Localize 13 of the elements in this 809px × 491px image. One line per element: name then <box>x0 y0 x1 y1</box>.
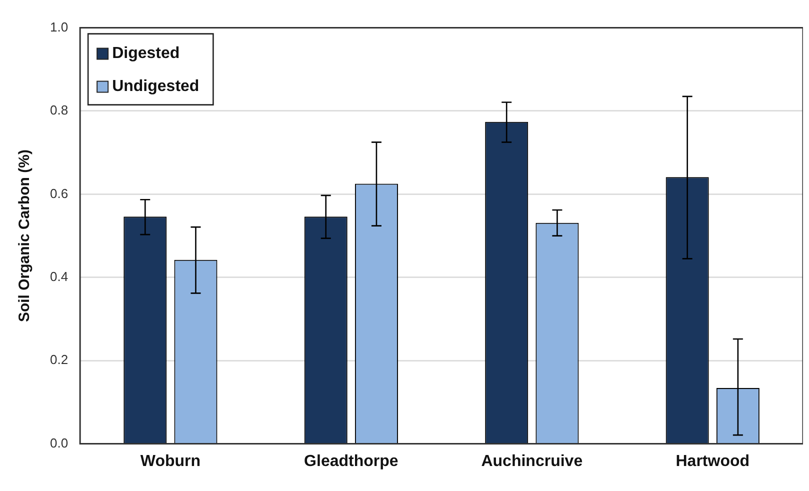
y-tick-label: 0.8 <box>50 102 68 118</box>
x-tick-label: Gleadthorpe <box>304 452 398 470</box>
legend-label: Undigested <box>112 78 200 96</box>
y-tick-label: 0.6 <box>50 186 68 201</box>
x-tick-label: Woburn <box>140 452 201 470</box>
y-tick-label: 1.0 <box>50 19 68 34</box>
y-axis-title: Soil Organic Carbon (%) <box>16 150 34 322</box>
y-tick-label: 0.0 <box>50 435 68 450</box>
legend-label: Digested <box>112 45 180 62</box>
x-tick-label: Hartwood <box>676 452 750 470</box>
y-tick-label: 0.4 <box>50 268 68 284</box>
x-tick-label: Auchincruive <box>481 452 583 470</box>
y-tick-label: 0.2 <box>50 352 68 368</box>
